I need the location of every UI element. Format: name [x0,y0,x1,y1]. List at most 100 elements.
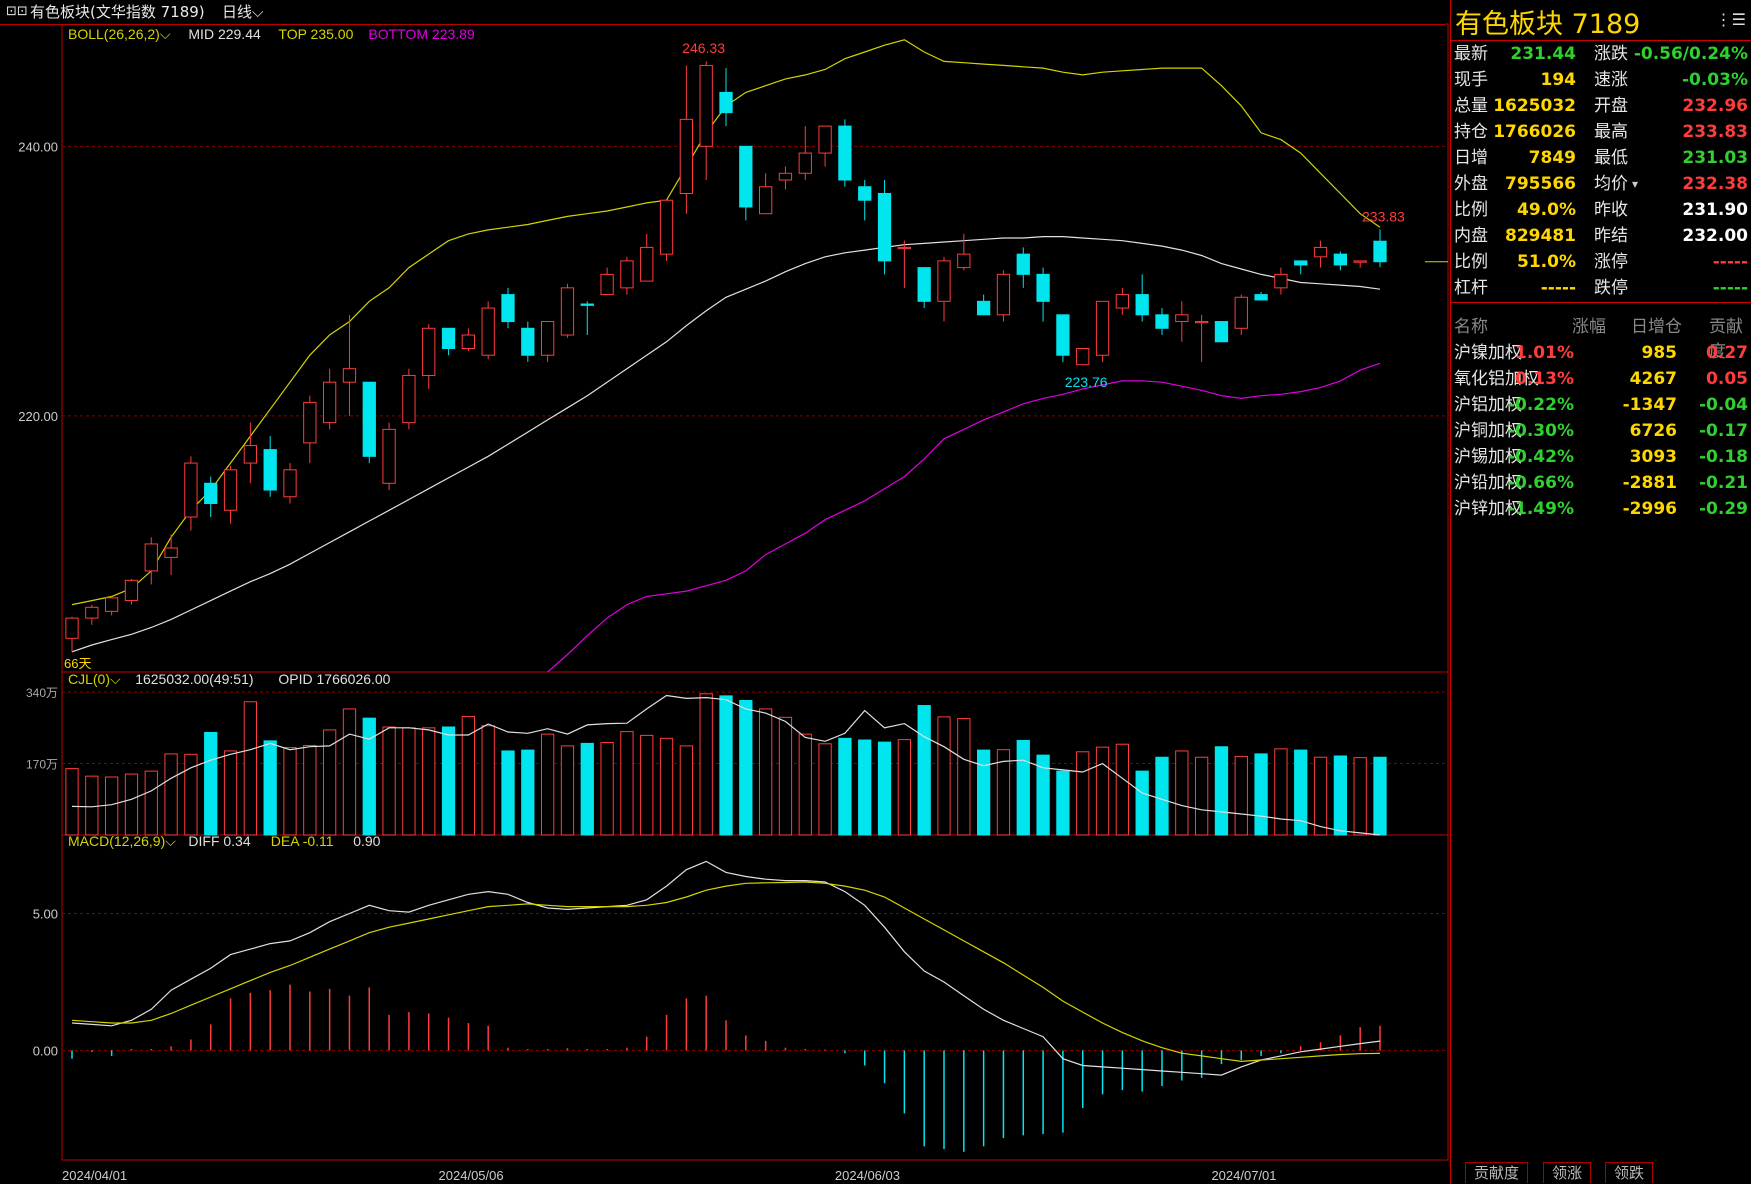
candle-body [580,303,594,306]
list-item[interactable]: 沪锌加权 -1.49% -2996 -0.29 [1451,496,1751,522]
column-header[interactable]: 日增仓 [1631,317,1682,337]
period-selector[interactable]: 日线⌵ [222,3,264,21]
volume-bar [1353,757,1367,836]
candle-body [1254,294,1268,301]
quote-field: 昨收 231.90 [1594,197,1748,223]
volume-bar [798,733,812,836]
candle-body [263,449,277,491]
candle-body [659,199,674,255]
candle-body [184,462,198,518]
cell: -0.29 [1699,499,1748,519]
cell: 0.27 [1706,343,1748,363]
quote-label: 涨跌 [1594,44,1628,64]
candle-body [1135,294,1149,316]
quote-label: 总量 [1454,96,1488,116]
tab-leaders[interactable]: 领涨 [1543,1162,1592,1183]
volume-bar [164,753,178,836]
macd-tick-label: 5.00 [33,906,58,921]
volume-bar [322,729,337,836]
cell: 0.13% [1515,369,1574,389]
cell: -0.42% [1507,447,1574,467]
list-item[interactable]: 沪铅加权 -0.66% -2881 -0.21 [1451,470,1751,496]
quote-label: 最低 [1594,148,1628,168]
list-item[interactable]: 沪锡加权 -0.42% 3093 -0.18 [1451,444,1751,470]
volume-bar [1076,751,1090,836]
quote-field: 开盘 232.96 [1594,93,1748,119]
macd-tick-label: 0.00 [33,1043,58,1058]
quote-label: 均价 [1594,174,1628,194]
volume-bar [104,776,119,836]
quote-label: 开盘 [1594,96,1628,116]
volume-tick-label: 170万 [26,758,58,772]
column-header[interactable]: 涨幅 [1572,317,1606,337]
chevron-down-icon[interactable]: ▾ [1632,177,1639,191]
quote-panel: 有色板块 7189 ⋮☰ 最新 231.44 涨跌 -0.56/0.24% 现手 194 速… [1450,0,1751,1184]
volume-bar [1016,739,1030,836]
boll-bottom-line [547,362,1381,673]
panel-title: 有色板块 7189 ⋮☰ [1451,0,1751,41]
quote-value: 233.83 [1682,122,1748,142]
cell: -0.04 [1699,395,1748,415]
volume-bar [957,718,971,836]
quote-value: -0.56/0.24% [1633,44,1748,64]
volume-bar [560,745,575,836]
quote-label: 涨停 [1594,252,1628,272]
open-interest-value: OPID 1766026.00 [278,671,390,687]
tab-laggards[interactable]: 领跌 [1605,1162,1654,1183]
cell: 沪镍加权 [1454,343,1522,363]
volume-bar [521,749,535,836]
volume-bar [1194,756,1209,836]
price-tick-label: 240.00 [18,139,58,154]
candle-body [838,125,852,181]
cell: -1.49% [1507,499,1574,519]
quote-field: 比例 49.0% [1454,197,1576,223]
volume-bar [1115,743,1130,836]
volume-bar [739,700,753,836]
list-item[interactable]: 沪镍加权 1.01% 985 0.27 [1451,340,1751,366]
cell: 沪铜加权 [1454,421,1522,441]
candle-body [402,374,416,424]
column-header[interactable]: 名称 [1454,317,1488,337]
candle-body [540,321,555,356]
quote-label: 昨收 [1594,200,1628,220]
candle-body [1234,296,1248,329]
window-menu-icon[interactable]: ⊡⊡ [6,4,28,19]
quote-field: 涨停 ----- [1594,249,1748,275]
quote-value: 231.03 [1682,148,1748,168]
list-menu-icon[interactable]: ⋮☰ [1715,10,1746,29]
date-tick-label: 2024/07/01 [1211,1168,1276,1183]
volume-bar [1313,756,1328,836]
candle-body [1194,321,1209,324]
tab-contribution[interactable]: 贡献度 [1465,1162,1529,1183]
volume-bar [184,753,198,836]
candle-body [104,597,119,612]
candle-body [1214,321,1229,343]
column-header[interactable]: 贡献度 [1709,317,1743,362]
chart-frame [61,23,1449,1161]
volume-bar [540,733,555,836]
quote-field: 现手 194 [1454,67,1576,93]
quote-field: 比例 51.0% [1454,249,1576,275]
volume-bar [402,727,416,836]
cell: -0.17 [1699,421,1748,441]
volume-bar [362,717,376,836]
cell: -0.22% [1507,395,1574,415]
quote-field: 内盘 829481 [1454,223,1576,249]
list-item[interactable]: 沪铜加权 -0.30% 6726 -0.17 [1451,418,1751,444]
quote-field: 均价 232.38 ▾ [1594,171,1748,197]
quote-field: 外盘 795566 [1454,171,1576,197]
volume-bar [283,747,297,836]
candle-body [937,260,951,302]
volume-bar [996,749,1011,836]
chart-area[interactable]: 240.00 220.00 340万 170万 5.00 0.00 2024/04/01 20… [0,0,1450,1184]
last-high-annotation: 233.83 [1362,208,1405,224]
quote-value: 232.96 [1682,96,1748,116]
list-item[interactable]: 氧化铝加权 0.13% 4267 0.05 [1451,366,1751,392]
candle-body [1175,314,1189,323]
quote-value: -0.03% [1681,70,1748,90]
cell: 沪铅加权 [1454,473,1522,493]
candle-body [560,287,575,336]
list-item[interactable]: 沪铝加权 -0.22% -1347 -0.04 [1451,392,1751,418]
cell: 985 [1641,343,1678,363]
volume-bar [204,731,218,836]
